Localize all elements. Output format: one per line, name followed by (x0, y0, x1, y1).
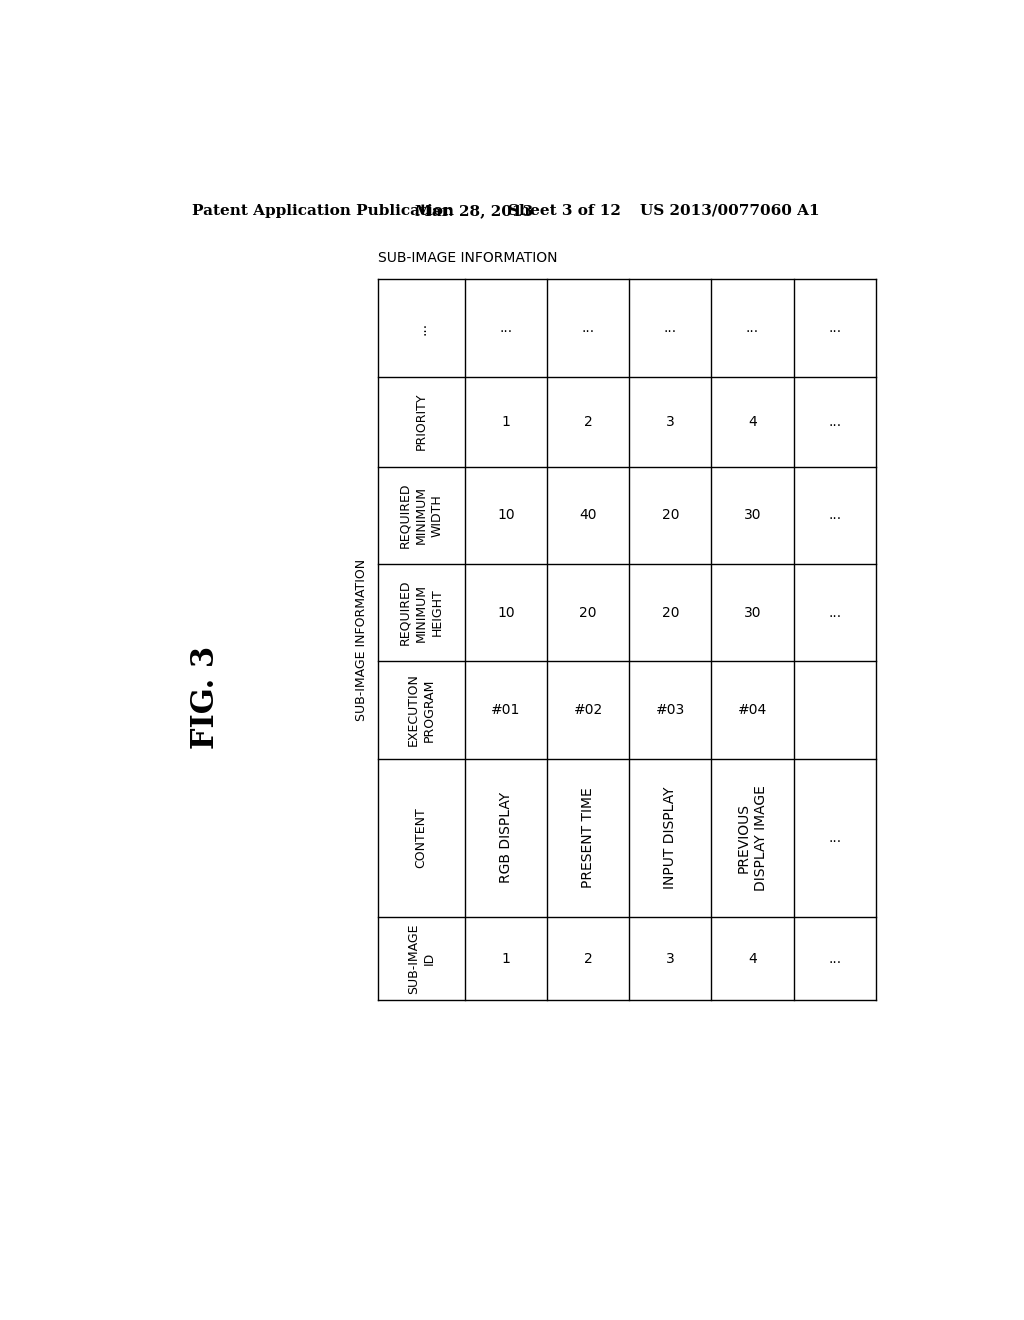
Text: ...: ... (828, 508, 842, 523)
Text: PRESENT TIME: PRESENT TIME (581, 788, 595, 888)
Text: 20: 20 (580, 606, 597, 619)
Text: INPUT DISPLAY: INPUT DISPLAY (664, 787, 677, 890)
Text: ...: ... (828, 606, 842, 619)
Text: ...: ... (828, 830, 842, 845)
Text: SUB-IMAGE INFORMATION: SUB-IMAGE INFORMATION (378, 251, 557, 265)
Text: SUB-IMAGE INFORMATION: SUB-IMAGE INFORMATION (355, 558, 369, 721)
Text: 4: 4 (749, 414, 757, 429)
Text: ...: ... (828, 952, 842, 965)
Text: Mar. 28, 2013: Mar. 28, 2013 (415, 203, 532, 218)
Text: #03: #03 (655, 704, 685, 717)
Text: #04: #04 (738, 704, 767, 717)
Text: 4: 4 (749, 952, 757, 965)
Text: ...: ... (828, 321, 842, 335)
Text: 1: 1 (502, 952, 510, 965)
Text: 1: 1 (502, 414, 510, 429)
Text: Patent Application Publication: Patent Application Publication (191, 203, 454, 218)
Text: SUB-IMAGE
ID: SUB-IMAGE ID (407, 923, 435, 994)
Text: ...: ... (828, 414, 842, 429)
Text: 2: 2 (584, 952, 593, 965)
Text: ...: ... (500, 321, 512, 335)
Text: 30: 30 (743, 606, 761, 619)
Text: 30: 30 (743, 508, 761, 523)
Text: ...: ... (414, 321, 428, 334)
Text: PREVIOUS
DISPLAY IMAGE: PREVIOUS DISPLAY IMAGE (737, 785, 768, 891)
Text: REQUIRED
MINIMUM
WIDTH: REQUIRED MINIMUM WIDTH (398, 483, 443, 548)
Text: PRIORITY: PRIORITY (415, 393, 428, 450)
Text: Sheet 3 of 12: Sheet 3 of 12 (508, 203, 621, 218)
Text: #01: #01 (492, 704, 520, 717)
Text: 20: 20 (662, 508, 679, 523)
Text: #02: #02 (573, 704, 603, 717)
Text: 3: 3 (666, 414, 675, 429)
Text: 20: 20 (662, 606, 679, 619)
Text: ...: ... (664, 321, 677, 335)
Text: EXECUTION
PROGRAM: EXECUTION PROGRAM (407, 673, 435, 746)
Text: ...: ... (745, 321, 759, 335)
Text: FIG. 3: FIG. 3 (190, 645, 221, 748)
Text: CONTENT: CONTENT (415, 808, 428, 869)
Text: 2: 2 (584, 414, 593, 429)
Text: US 2013/0077060 A1: US 2013/0077060 A1 (640, 203, 819, 218)
Text: 40: 40 (580, 508, 597, 523)
Text: RGB DISPLAY: RGB DISPLAY (499, 792, 513, 883)
Text: ...: ... (582, 321, 595, 335)
Text: REQUIRED
MINIMUM
HEIGHT: REQUIRED MINIMUM HEIGHT (398, 579, 443, 645)
Text: 10: 10 (497, 606, 515, 619)
Text: 10: 10 (497, 508, 515, 523)
Text: 3: 3 (666, 952, 675, 965)
